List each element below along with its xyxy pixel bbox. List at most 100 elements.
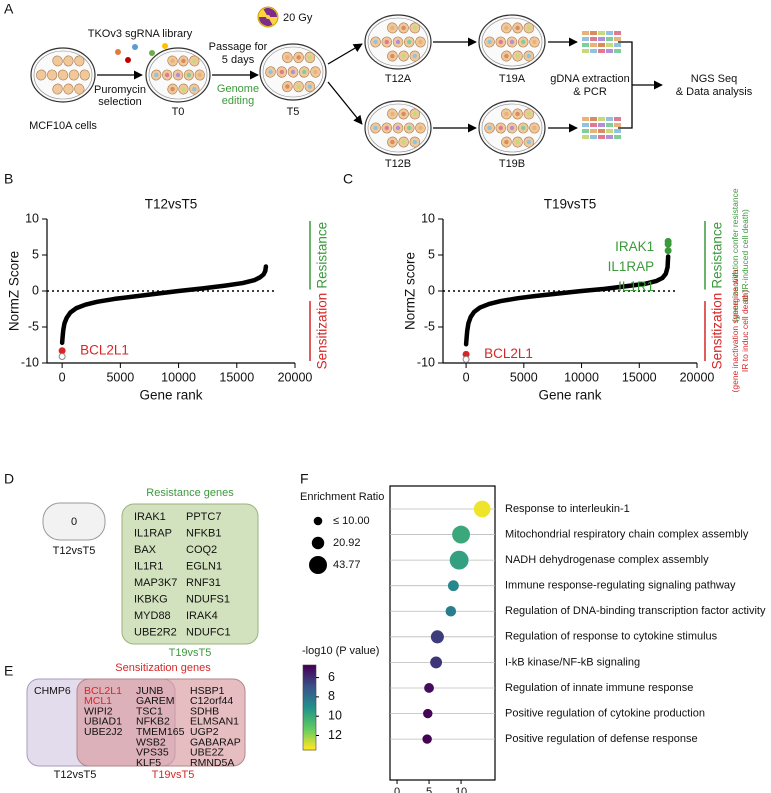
sequence-block [614, 135, 621, 139]
colorbar-slice [303, 682, 316, 685]
nucleus [532, 125, 537, 131]
colorbar-slice [303, 675, 316, 679]
arrow [327, 81, 363, 125]
nucleus [296, 55, 301, 60]
culture-dish [478, 100, 546, 156]
gene-name: PPTC7 [186, 511, 221, 523]
sequence-block [606, 129, 613, 133]
colorbar-slice [303, 735, 316, 738]
annotation-note: (gene inactivation synergize with [730, 269, 740, 392]
sequence-block [582, 37, 589, 41]
dish-inner [262, 46, 324, 98]
y-tick-label: 10 [25, 211, 39, 225]
set-count: 0 [71, 516, 77, 528]
gene-name: NDUFC1 [186, 626, 231, 638]
cell [68, 69, 79, 81]
virus-icons [115, 43, 168, 63]
term-label: Regulation of innate immune response [505, 682, 693, 694]
gene-name: IKBKG [134, 593, 168, 605]
nucleus [504, 53, 509, 59]
sequence-block [590, 37, 597, 41]
set-label: T19vsT5 [152, 769, 195, 781]
highlight-point [462, 355, 470, 363]
dot [430, 656, 443, 669]
nucleus [170, 58, 175, 64]
x-tick-label: 10000 [564, 370, 599, 384]
cell [63, 83, 74, 95]
dot [430, 630, 444, 644]
nucleus [296, 84, 301, 89]
culture-dish [145, 47, 211, 103]
colorbar-slice [303, 722, 316, 725]
nucleus [192, 86, 197, 92]
colorbar-slice [303, 739, 316, 742]
x-tick-label: 10000 [161, 370, 196, 384]
colorbar-slice [303, 733, 316, 736]
nucleus [279, 69, 284, 75]
sequence-block [590, 135, 597, 139]
timepoint-label: T12B [385, 158, 411, 170]
nucleus [384, 39, 389, 45]
annotation-label: Sensitization [315, 293, 330, 370]
nucleus [164, 72, 170, 78]
gene-name: UGP2 [190, 726, 219, 738]
chart-title: T19vsT5 [544, 197, 597, 212]
y-tick-label: 0 [32, 283, 39, 297]
gene-label: IL1RAP [608, 259, 655, 274]
nucleus [532, 39, 537, 45]
sequence-block [598, 129, 605, 133]
nucleus [268, 69, 273, 75]
colorbar-slice [303, 730, 316, 734]
gene-name: CHMP6 [34, 685, 71, 697]
colorbar-slice [303, 747, 316, 751]
x-tick-label: 10 [455, 786, 467, 793]
sequence-block [590, 43, 597, 47]
nucleus [390, 25, 395, 31]
highlight-point [58, 353, 66, 361]
step-label: & PCR [573, 86, 607, 98]
step-label: 5 days [222, 54, 255, 66]
y-axis-label: NormZ Score [7, 251, 22, 331]
sequence-block [598, 117, 605, 121]
panel-label: E [4, 663, 13, 679]
dot [452, 525, 470, 544]
gene-name: RNF31 [186, 577, 221, 589]
gene-name: MCL1 [84, 695, 112, 707]
nucleus [390, 111, 395, 117]
nucleus [186, 72, 192, 78]
nucleus [515, 139, 520, 145]
nucleus [290, 69, 296, 75]
term-label: Regulation of response to cytokine stimu… [505, 631, 718, 643]
gene-name: UBE2Z [190, 747, 224, 759]
set-box [76, 678, 246, 767]
sequence-block [606, 37, 613, 41]
dot [424, 683, 434, 693]
colorbar-slice [303, 692, 316, 696]
workflow-diagram: TKOv3 sgRNA library Puromycin selection … [29, 6, 753, 170]
step-label: Puromycin [94, 84, 146, 96]
section-title: Sensitization genes [115, 662, 211, 674]
nucleus [390, 139, 395, 145]
annotation-note: (gene inactivation confer resistance [730, 188, 740, 322]
sequence-block [582, 123, 589, 127]
colorbar-slice [303, 669, 316, 672]
nucleus [526, 111, 532, 117]
gene-name: MAP3K7 [134, 577, 177, 589]
cells-label: MCF10A cells [29, 120, 97, 132]
nucleus [285, 55, 290, 60]
colorbar-slice [303, 720, 316, 723]
y-tick-label: 10 [421, 211, 435, 225]
nucleus [384, 125, 389, 131]
nucleus [412, 139, 418, 145]
culture-dish [478, 14, 546, 70]
gene-name: WIPI2 [84, 705, 113, 717]
step-label: & Data analysis [676, 86, 753, 98]
set-box [121, 503, 259, 645]
term-label: I-kB kinase/NF-kB signaling [505, 656, 640, 668]
colorbar-label: 10 [328, 708, 342, 722]
size-legend-dot [311, 536, 325, 550]
sequence-block [606, 117, 613, 121]
culture-dish [30, 47, 96, 103]
